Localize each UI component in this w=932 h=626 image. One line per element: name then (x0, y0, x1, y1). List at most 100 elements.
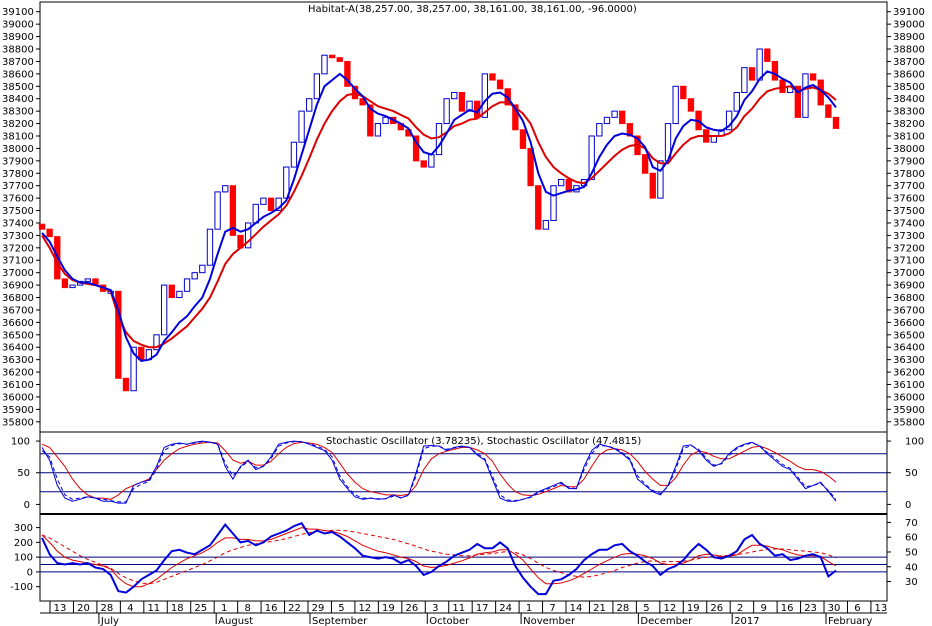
x-day-label: 16 (265, 603, 278, 614)
candle-up (260, 197, 267, 205)
price-tick-label-right: 37600 (893, 194, 925, 205)
price-tick-label-right: 35800 (893, 417, 925, 428)
candle-up (191, 272, 198, 280)
x-day-label: 26 (405, 603, 418, 614)
price-tick-label-left: 36100 (2, 380, 34, 391)
price-tick-label-right: 38100 (893, 131, 925, 142)
candle-up (321, 54, 328, 75)
price-tick-label-right: 38600 (893, 69, 925, 80)
candle-down (649, 172, 656, 199)
price-tick-label-left: 38800 (2, 45, 34, 56)
candle-up (428, 154, 435, 168)
price-tick-label-left: 38300 (2, 107, 34, 118)
price-tick-label-left: 39000 (2, 20, 34, 31)
price-tick-label-left: 38900 (2, 32, 34, 43)
candle-up (443, 98, 450, 125)
candle-down (565, 178, 572, 193)
x-day-label: 7 (549, 603, 555, 614)
x-day-label: 20 (77, 603, 90, 614)
candle-up (252, 203, 259, 224)
x-day-label: 19 (687, 603, 700, 614)
price-tick-label-right: 38400 (893, 94, 925, 105)
price-tick-label-left: 36400 (2, 343, 34, 354)
candle-up (206, 228, 214, 266)
candle-up (222, 185, 229, 193)
price-tick-label-left: 38700 (2, 57, 34, 68)
candle-up (160, 284, 168, 336)
x-axis: 13 20 28 4 11 18 25 1 8 16 22 29 5 12 19 26 3 11 17 24 1 7 14 2… (49, 601, 887, 626)
price-tick-label-left: 38500 (2, 82, 34, 93)
osc-main-line (41, 521, 837, 596)
stoch-tick-label-right: 100 (905, 437, 924, 448)
x-month-label: August (218, 616, 253, 626)
candle-up (130, 346, 137, 392)
candle-up (542, 219, 550, 230)
x-day-label: 24 (499, 603, 512, 614)
price-tick-label-right: 36300 (893, 355, 925, 366)
price-tick-label-left: 36600 (2, 318, 34, 329)
x-month-label: 2017 (734, 616, 759, 626)
stochastic-lines (40, 440, 887, 504)
price-tick-label-right: 38900 (893, 32, 925, 43)
price-tick-label-right: 38800 (893, 45, 925, 56)
candle-down (168, 284, 175, 299)
candle-up (183, 278, 191, 292)
candle-up (557, 178, 565, 187)
candle-down (489, 73, 496, 81)
x-day-label: 18 (171, 603, 184, 614)
candle-up (69, 284, 76, 289)
candle-up (733, 91, 740, 112)
price-tick-label-left: 38100 (2, 131, 34, 142)
price-tick-label-right: 37100 (893, 256, 925, 267)
price-tick-label-right: 37500 (893, 206, 925, 217)
price-tick-label-left: 35900 (2, 405, 34, 416)
price-tick-label-right: 37800 (893, 169, 925, 180)
x-day-label: 28 (101, 603, 114, 614)
candle-up (741, 67, 748, 93)
stoch-tick-label-left: 100 (11, 437, 30, 448)
price-tick-label-left: 37800 (2, 169, 34, 180)
price-tick-label-left: 38600 (2, 69, 34, 80)
price-chart-title: Habitat-A(38,257.00, 38,257.00, 38,161.0… (308, 4, 637, 15)
candle-down (420, 160, 427, 168)
price-candles (38, 48, 840, 392)
price-tick-label-right: 38000 (893, 144, 925, 155)
candle-down (61, 278, 69, 289)
candle-up (466, 100, 473, 112)
x-day-label: 25 (194, 603, 207, 614)
candle-up (725, 110, 733, 131)
price-tick-label-right: 36900 (893, 281, 925, 292)
candle-down (519, 129, 527, 149)
x-day-label: 13 (54, 603, 67, 614)
price-tick-label-left: 36800 (2, 293, 34, 304)
candle-up (153, 334, 160, 351)
price-tick-label-right: 37000 (893, 268, 925, 279)
x-day-label: 5 (643, 603, 649, 614)
candle-down (336, 57, 343, 62)
oscillator-lines (40, 521, 887, 596)
slow-moving-average-line (41, 85, 837, 349)
candle-down (641, 154, 649, 174)
osc-slow-signal-line (41, 529, 837, 585)
candle-down (825, 104, 832, 118)
price-tick-label-left: 38400 (2, 94, 34, 105)
x-month-label: November (523, 616, 576, 626)
candle-down (122, 377, 130, 392)
candle-up (306, 98, 313, 112)
candle-up (313, 73, 321, 100)
x-day-label: 21 (593, 603, 606, 614)
x-day-label: 6 (854, 603, 860, 614)
osc-tick-label-left: 0 (27, 567, 33, 578)
price-tick-label-right: 37300 (893, 231, 925, 242)
candle-up (451, 91, 458, 100)
candle-up (657, 160, 664, 199)
stochastic-title: Stochastic Oscillator (3.78235), Stochas… (326, 436, 641, 447)
price-tick-label-left: 37900 (2, 156, 34, 167)
candle-up (298, 110, 305, 143)
price-tick-label-right: 36700 (893, 305, 925, 316)
stoch-k-line (41, 440, 837, 504)
candle-up (84, 278, 91, 282)
candle-down (626, 123, 634, 137)
oscillator-y-axis: -100 0 100 200 300 70 60 50 40 30 (10, 518, 917, 593)
